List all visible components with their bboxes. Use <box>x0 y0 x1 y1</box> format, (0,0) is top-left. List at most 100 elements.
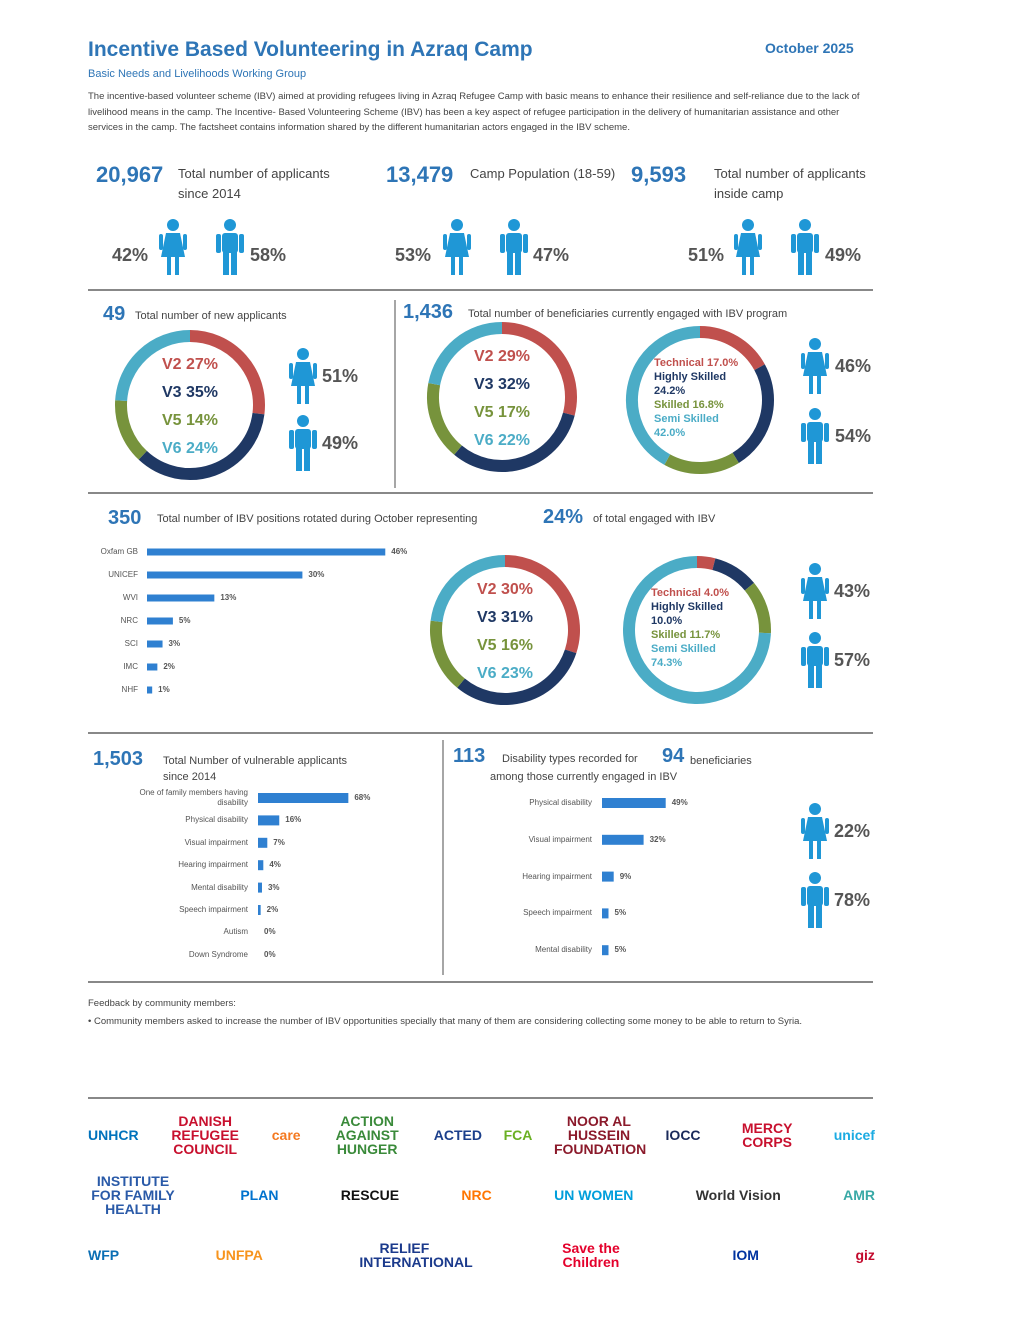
donut-segment <box>138 412 265 480</box>
partner-logo: IOM <box>732 1247 759 1263</box>
donut-label: V5 16% <box>476 637 534 654</box>
section-number: 24% <box>543 506 584 528</box>
female-icon-arm <box>443 234 447 250</box>
partner-logo: giz <box>855 1247 875 1263</box>
female-icon-arm <box>825 818 829 834</box>
male-icon-body <box>295 429 311 449</box>
female-icon-body <box>803 352 827 376</box>
female-icon-head <box>809 338 821 350</box>
bar-value: 0% <box>264 927 276 937</box>
donut-label: V5 17% <box>473 404 531 421</box>
section-label: Total number of IBV positions rotated du… <box>157 513 478 525</box>
donut-label: Semi Skilled 74.3% <box>651 643 716 669</box>
donut-segment <box>623 556 771 704</box>
bar-value: 7% <box>273 837 285 847</box>
bar-value: 5% <box>614 945 627 955</box>
bar <box>602 798 666 808</box>
bar-label: Mental disability <box>535 945 592 955</box>
date: October 2025 <box>765 40 854 56</box>
partner-logo: unicef <box>833 1127 875 1143</box>
male-icon-arm <box>801 887 806 906</box>
donut-segment <box>664 452 739 474</box>
section-label: Disability types recorded for <box>502 753 638 765</box>
male-icon-body <box>807 422 823 442</box>
section-number: 49 <box>103 303 126 325</box>
donut-segment <box>115 330 191 402</box>
bar <box>602 871 614 882</box>
donut-segment <box>732 364 774 463</box>
bar <box>147 594 215 602</box>
partner-logo: INSTITUTE FOR FAMILY HEALTH <box>91 1173 175 1217</box>
female-icon-leg <box>750 256 754 275</box>
bar-label: Speech impairment <box>179 905 248 914</box>
bar-label: SCI <box>124 639 138 648</box>
donut-segment <box>457 649 577 705</box>
section-number: 1,503 <box>93 748 144 770</box>
stat-number: 20,967 <box>96 162 164 187</box>
partner-logo: DANISH REFUGEE COUNCIL <box>171 1113 239 1157</box>
stat-label: Total number of applicants since 2014 <box>178 166 330 201</box>
bar-label: Visual impairment <box>528 834 592 844</box>
title: Incentive Based Volunteering in Azraq Ca… <box>88 38 533 61</box>
partner-logo: ACTION AGAINST HUNGER <box>335 1113 399 1157</box>
bar <box>258 905 261 915</box>
bar-label: Visual impairment <box>184 837 248 847</box>
male-icon-arm <box>801 423 806 442</box>
donut-label: V6 24% <box>161 440 219 457</box>
female-icon-leg <box>742 256 746 275</box>
female-percent: 51% <box>688 245 725 265</box>
male-icon-leg <box>808 664 814 688</box>
female-percent: 43% <box>834 581 871 601</box>
male-icon-leg <box>806 251 812 275</box>
male-percent: 78% <box>834 890 871 910</box>
section-label: Total number of new applicants <box>135 310 287 322</box>
male-icon-leg <box>507 251 513 275</box>
subtitle: Basic Needs and Livelihoods Working Grou… <box>88 68 307 80</box>
donut-segment <box>427 382 463 455</box>
donut-legend: Technical 17.0% Highly Skilled 24.2% Skill… <box>654 356 744 440</box>
donut-label: Highly Skilled 24.2% <box>654 371 727 397</box>
female-icon-body <box>161 233 185 257</box>
bar <box>258 882 262 893</box>
donut-label: V3 31% <box>476 609 534 626</box>
male-icon-body <box>222 233 238 253</box>
donut-segment <box>712 558 755 591</box>
section-number: 94 <box>662 745 685 767</box>
partner-logo: MERCY CORPS <box>741 1120 793 1150</box>
bar-value: 32% <box>649 834 666 844</box>
partner-logo: WFP <box>88 1247 120 1263</box>
bar-value: 5% <box>178 616 191 625</box>
female-icon-arm <box>825 578 829 594</box>
female-icon-leg <box>809 600 813 619</box>
male-icon-head <box>809 632 821 644</box>
female-icon-head <box>297 348 309 360</box>
male-icon-body <box>797 233 813 253</box>
male-icon-arm <box>216 234 221 253</box>
bar-value: 68% <box>354 793 371 802</box>
bar <box>602 945 609 956</box>
female-icon-body <box>736 233 760 257</box>
partner-logo: UNHCR <box>88 1127 139 1143</box>
section-label: of total engaged with IBV <box>593 513 716 525</box>
female-percent: 51% <box>322 366 359 386</box>
male-icon-head <box>809 872 821 884</box>
female-icon-leg <box>305 385 309 404</box>
male-percent: 57% <box>834 650 871 670</box>
female-icon-arm <box>183 234 187 250</box>
donut-label: V2 30% <box>476 581 534 598</box>
partner-logo: PLAN <box>240 1187 279 1203</box>
donut-label: Skilled 11.7% <box>651 629 721 641</box>
donut-segment <box>626 326 701 465</box>
feedback-item: • Community members asked to increase th… <box>88 1016 803 1027</box>
male-icon-arm <box>523 234 528 253</box>
partner-logo: care <box>271 1127 301 1143</box>
female-icon-leg <box>459 256 463 275</box>
male-icon-leg <box>515 251 521 275</box>
bar-label: Autism <box>223 927 248 937</box>
male-icon-leg <box>808 440 814 464</box>
bar <box>602 834 644 845</box>
bar-label: Hearing impairment <box>522 871 592 881</box>
stat-label: Camp Population (18-59) <box>470 166 616 181</box>
logo-row: WFP UNFPA RELIEF INTERNATIONAL Save the Chi… <box>88 1230 875 1280</box>
